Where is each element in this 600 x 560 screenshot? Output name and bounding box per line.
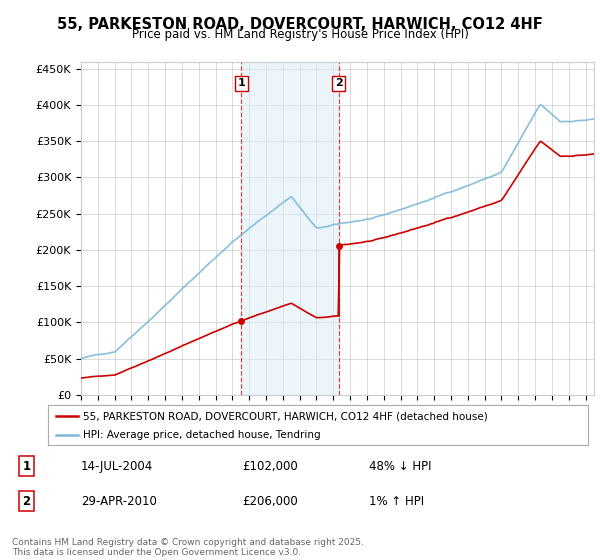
Text: HPI: Average price, detached house, Tendring: HPI: Average price, detached house, Tend… bbox=[83, 430, 321, 440]
Text: 2: 2 bbox=[335, 78, 343, 88]
Text: 55, PARKESTON ROAD, DOVERCOURT, HARWICH, CO12 4HF (detached house): 55, PARKESTON ROAD, DOVERCOURT, HARWICH,… bbox=[83, 411, 488, 421]
Text: 1: 1 bbox=[22, 460, 31, 473]
Text: Contains HM Land Registry data © Crown copyright and database right 2025.
This d: Contains HM Land Registry data © Crown c… bbox=[12, 538, 364, 557]
Text: £206,000: £206,000 bbox=[242, 494, 298, 508]
Text: Price paid vs. HM Land Registry's House Price Index (HPI): Price paid vs. HM Land Registry's House … bbox=[131, 28, 469, 41]
Text: 2: 2 bbox=[22, 494, 31, 508]
Text: 14-JUL-2004: 14-JUL-2004 bbox=[81, 460, 154, 473]
Text: 55, PARKESTON ROAD, DOVERCOURT, HARWICH, CO12 4HF: 55, PARKESTON ROAD, DOVERCOURT, HARWICH,… bbox=[57, 17, 543, 32]
Bar bbox=[241, 62, 339, 395]
Text: 48% ↓ HPI: 48% ↓ HPI bbox=[369, 460, 431, 473]
Text: 1% ↑ HPI: 1% ↑ HPI bbox=[369, 494, 424, 508]
Text: 29-APR-2010: 29-APR-2010 bbox=[81, 494, 157, 508]
Text: 1: 1 bbox=[238, 78, 245, 88]
Text: £102,000: £102,000 bbox=[242, 460, 298, 473]
